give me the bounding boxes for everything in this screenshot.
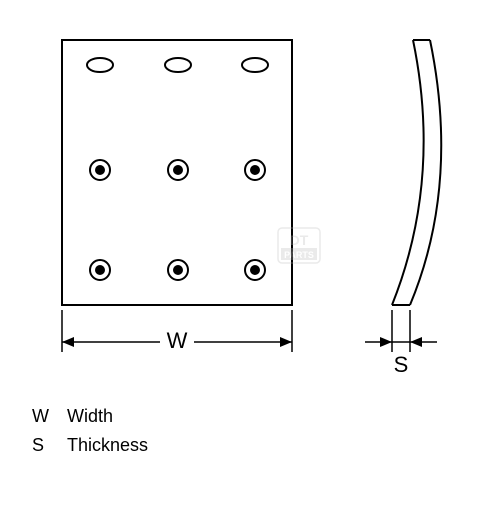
mounting-hole-countersunk [245,260,265,280]
svg-text:DT: DT [290,232,309,248]
legend-label: Width [67,402,113,431]
mounting-hole-countersunk [168,260,188,280]
dt-logo-watermark: DT PARTS [278,228,320,263]
thickness-label: S [394,352,409,377]
mounting-hole-oval [87,58,113,72]
mounting-hole-countersunk [90,160,110,180]
mounting-hole-countersunk [168,160,188,180]
thickness-dimension: S [365,310,437,377]
legend-row: W Width [32,402,148,431]
mounting-hole-countersunk [90,260,110,280]
svg-text:PARTS: PARTS [284,250,314,260]
width-label: W [167,328,188,353]
legend: W Width S Thickness [32,402,148,460]
side-profile-curve [392,40,441,305]
legend-row: S Thickness [32,431,148,460]
mounting-hole-oval [242,58,268,72]
width-dimension: W [62,310,292,353]
legend-label: Thickness [67,431,148,460]
legend-key: W [32,402,67,431]
mounting-hole-oval [165,58,191,72]
mounting-hole-countersunk [245,160,265,180]
legend-key: S [32,431,67,460]
